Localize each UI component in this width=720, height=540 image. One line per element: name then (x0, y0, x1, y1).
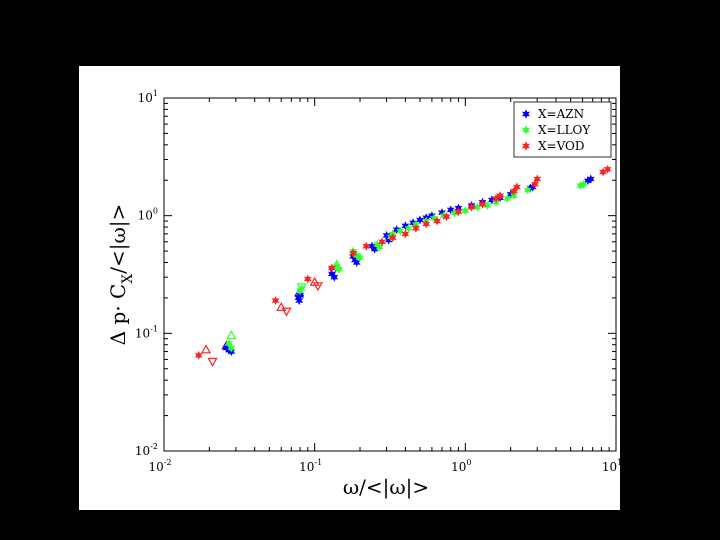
data-point (512, 182, 521, 192)
data-point (295, 295, 304, 306)
data-point (271, 295, 280, 306)
data-point (416, 215, 424, 225)
y-axis-label-group: Δ p· CX/<|ω|> (106, 204, 136, 346)
data-point (523, 185, 532, 195)
legend-label: X=VOD (538, 139, 585, 153)
data-point (411, 223, 420, 233)
data-point (461, 206, 470, 216)
data-point (422, 219, 431, 229)
y-axis-label: Δ p· CX/<|ω|> (106, 204, 136, 346)
data-point (388, 233, 397, 243)
data-point (227, 343, 236, 353)
legend-label: X=LLOY (538, 123, 591, 137)
open-marker (276, 302, 287, 312)
x-tick-label: 10-2 (148, 458, 171, 474)
x-tick-label: 100 (451, 458, 471, 474)
data-point (194, 350, 203, 360)
data-point (496, 191, 504, 201)
data-point (396, 226, 405, 236)
data-point (433, 216, 442, 226)
data-point (335, 264, 343, 274)
data-point (531, 179, 539, 189)
y-tick-label: 10-1 (135, 324, 158, 340)
open-marker (207, 357, 218, 367)
legend-box (513, 101, 612, 158)
series-3 (194, 164, 612, 367)
data-point (509, 191, 518, 201)
x-tick-label: 101 (602, 458, 620, 474)
data-point (356, 253, 364, 263)
data-point (467, 202, 476, 212)
data-point (503, 193, 512, 204)
plot-frame (163, 97, 617, 452)
data-point (478, 199, 487, 209)
data-point (603, 164, 612, 174)
x-axis-label: ω/<|ω|> (343, 475, 429, 500)
data-point (303, 274, 312, 284)
open-marker (226, 330, 237, 340)
y-tick-label: 101 (138, 89, 158, 105)
open-marker (312, 282, 323, 292)
data-point (586, 174, 595, 184)
data-point (430, 213, 438, 223)
data-point (349, 248, 358, 258)
data-point (297, 284, 306, 294)
data-point (533, 174, 542, 184)
scatter-chart: 10-2 10-1 100 101 10-2 10-1 100 101 X=AZN X=LLOY… (106, 89, 620, 500)
data-point (378, 237, 386, 247)
legend-marker (521, 125, 531, 135)
legend-marker (521, 109, 531, 119)
data-point (330, 272, 339, 282)
legend-label: X=AZN (538, 107, 584, 121)
data-point (454, 207, 463, 217)
data-point (579, 179, 588, 189)
legend-marker (521, 141, 531, 151)
data-point (446, 205, 455, 215)
open-marker (200, 344, 212, 354)
series-1 (221, 174, 595, 357)
data-point (327, 263, 336, 273)
figure-canvas: 10-2 10-1 100 101 10-2 10-1 100 101 X=AZN X=LLOY… (79, 66, 620, 510)
open-marker (281, 307, 292, 317)
y-tick-label: 10-2 (135, 442, 158, 458)
y-tick-label: 100 (138, 207, 158, 223)
data-point (375, 242, 384, 252)
series-2 (225, 179, 588, 353)
x-tick-label: 10-1 (299, 458, 322, 474)
data-point (362, 241, 371, 251)
data-point (401, 229, 410, 239)
data-point (442, 212, 451, 222)
